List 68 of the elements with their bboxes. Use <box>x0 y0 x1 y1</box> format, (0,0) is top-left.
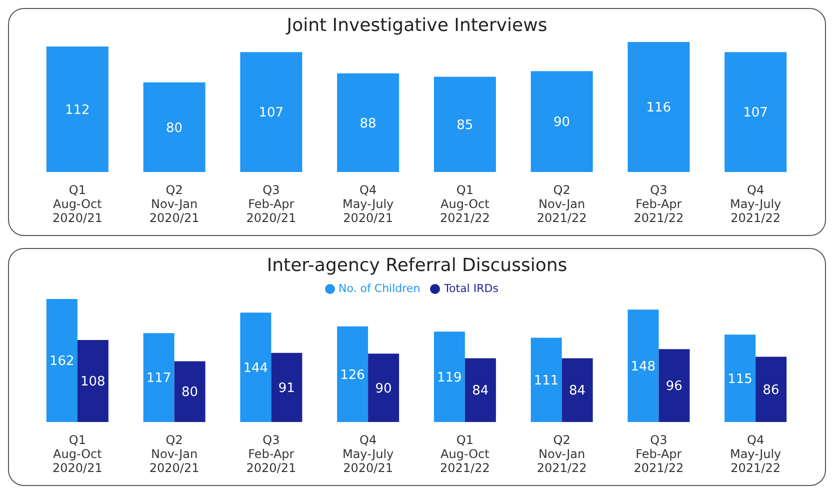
x-tick-label: Q3 Feb-Apr 2021/22 <box>634 433 684 475</box>
x-tick-label: Q3 Feb-Apr 2020/21 <box>246 433 296 475</box>
data-label: 126 <box>340 368 365 383</box>
bar <box>724 334 756 422</box>
data-label: 119 <box>437 370 462 386</box>
x-tick-label: Q2 Nov-Jan 2020/21 <box>149 433 200 475</box>
x-tick-label: Q2 Nov-Jan 2020/21 <box>149 183 200 225</box>
chart-title: Inter-agency Referral Discussions <box>266 255 568 276</box>
legend-label: No. of Children <box>338 282 420 295</box>
data-label: 86 <box>762 382 780 398</box>
bar <box>368 354 400 422</box>
x-tick-label: Q1 Aug-Oct 2020/21 <box>52 183 102 225</box>
data-label: 84 <box>569 384 586 399</box>
bar <box>46 299 78 422</box>
chart-title: Joint Investigative Interviews <box>284 15 548 36</box>
bar <box>530 338 562 422</box>
bar <box>240 312 272 422</box>
bar <box>464 358 496 422</box>
bar <box>337 73 400 172</box>
bar <box>628 310 659 422</box>
data-label: 80 <box>182 385 198 400</box>
legend-label: Total IRDs <box>444 282 498 295</box>
x-tick-label: Q2 Nov-Jan 2021/22 <box>536 183 587 225</box>
data-label: 162 <box>50 354 74 370</box>
data-label: 107 <box>258 106 284 121</box>
data-label: 88 <box>360 116 376 132</box>
data-label: 111 <box>534 373 559 388</box>
data-label: 116 <box>646 100 672 116</box>
data-label: 85 <box>456 118 474 133</box>
bar <box>562 358 593 422</box>
data-label: 107 <box>743 106 768 121</box>
data-label: 148 <box>630 359 656 374</box>
bar <box>271 352 302 422</box>
data-label: 91 <box>278 381 295 396</box>
x-tick-label: Q1 Aug-Oct 2020/21 <box>52 433 102 475</box>
x-tick-label: Q1 Aug-Oct 2021/22 <box>440 183 490 225</box>
bar <box>724 52 787 172</box>
bar <box>434 332 465 422</box>
bar <box>77 340 108 422</box>
bar <box>174 361 206 422</box>
x-tick-label: Q4 May-July 2020/21 <box>342 183 394 225</box>
x-tick-label: Q3 Feb-Apr 2020/21 <box>246 183 296 225</box>
x-tick-label: Q4 May-July 2021/22 <box>730 433 782 475</box>
data-label: 96 <box>666 379 682 394</box>
data-label: 108 <box>80 374 106 390</box>
x-tick-label: Q1 Aug-Oct 2021/22 <box>440 433 490 475</box>
bar <box>658 349 690 422</box>
data-label: 80 <box>166 120 183 136</box>
bar <box>240 52 302 172</box>
bar <box>434 76 496 172</box>
bar <box>46 46 108 172</box>
data-label: 84 <box>472 384 489 399</box>
data-label: 115 <box>728 372 752 387</box>
bar <box>628 42 690 172</box>
bar <box>143 82 206 172</box>
bar <box>143 333 174 422</box>
x-tick-label: Q2 Nov-Jan 2021/22 <box>536 433 587 475</box>
data-label: 117 <box>146 371 172 386</box>
bar <box>337 326 368 422</box>
bar <box>530 71 593 172</box>
bar <box>756 356 787 422</box>
x-tick-label: Q4 May-July 2020/21 <box>342 433 394 475</box>
data-label: 90 <box>554 115 570 130</box>
x-tick-label: Q4 May-July 2021/22 <box>730 183 782 225</box>
data-label: 112 <box>65 102 90 118</box>
data-label: 144 <box>243 360 268 376</box>
data-label: 90 <box>375 381 392 396</box>
x-tick-label: Q3 Feb-Apr 2021/22 <box>634 183 684 225</box>
